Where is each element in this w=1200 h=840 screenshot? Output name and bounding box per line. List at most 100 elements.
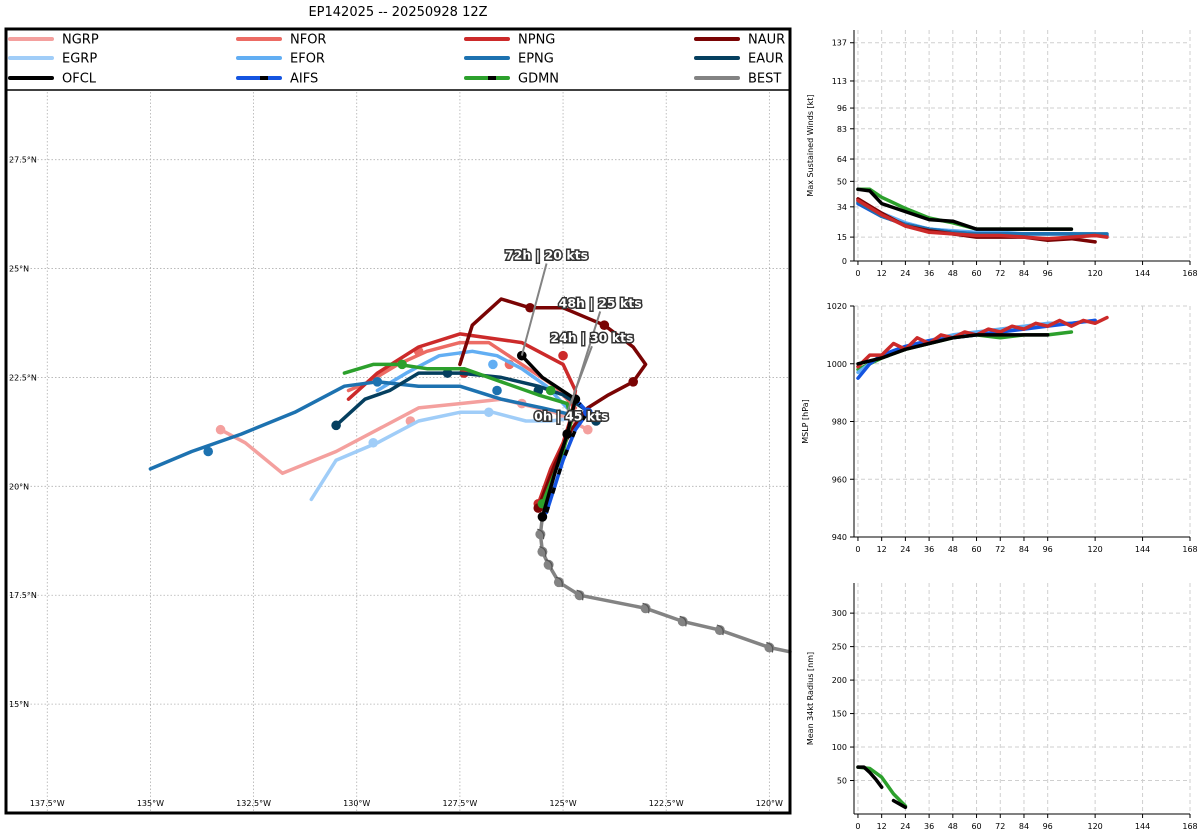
map-ticks: 137.5°W 135°W 132.5°W 130°W 127.5°W 125°W 122.… [9, 156, 783, 808]
map-lat-tick: 17.5°N [9, 591, 37, 600]
track-marker-epng [372, 377, 383, 387]
panel-x-tick-label: 48 [948, 822, 958, 831]
map-lat-tick: 22.5°N [9, 373, 37, 382]
track-npng [346, 332, 578, 506]
panel-x-tick-label: 120 [1087, 545, 1102, 554]
legend: NGRP EGRP OFCL NFOR EFOR AIFS NPNG EPNG GDMN NAUR… [8, 33, 785, 87]
panel-y-tick-label: 1020 [827, 302, 847, 311]
map-grid [6, 29, 790, 813]
series-ofcl [856, 187, 1074, 231]
track-marker-naur [628, 377, 638, 387]
map-panel: 72h | 20 kts 48h | 25 kts 24h | 30 kts 0h |… [4, 27, 792, 815]
track-marker-gdmn [545, 385, 556, 396]
panel-x-tick-label: 72 [995, 269, 1005, 278]
panel-x-tick-label: 0 [855, 822, 860, 831]
panel-y-tick-label: 50 [837, 777, 847, 786]
legend-label-npng: NPNG [518, 33, 555, 48]
panel-y-tick-label: 15 [837, 233, 847, 242]
panel-x-tick-label: 0 [855, 545, 860, 554]
panel-y-tick-label: 250 [832, 643, 847, 652]
track-marker-ngrp [215, 424, 226, 435]
map-lon-tick: 127.5°W [442, 799, 477, 808]
panel-y-tick-label: 980 [832, 418, 847, 427]
panel-y-tick-label: 50 [837, 177, 847, 186]
panel-x-tick-label: 48 [948, 269, 958, 278]
panel-x-tick-label: 36 [924, 545, 934, 554]
map-lon-tick: 120°W [756, 799, 783, 808]
hurricane-symbol-icon [716, 624, 724, 636]
series-npng [856, 315, 1109, 369]
legend-label-aifs: AIFS [290, 72, 318, 87]
panel-y-tick-label: 64 [837, 155, 847, 164]
panel-y-tick-label: 150 [832, 710, 847, 719]
series-npng [856, 198, 1109, 241]
panel-x-tick-label: 48 [948, 545, 958, 554]
panel-y-axis-label: Max Sustained Winds [kt] [806, 94, 815, 196]
map-frame [4, 27, 792, 815]
map-tracks [148, 297, 792, 654]
panel-x-tick-label: 12 [877, 822, 887, 831]
track-marker-ofcl [537, 512, 548, 522]
hurricane-symbol-icon [679, 615, 687, 627]
legend-box [5, 28, 791, 91]
panel-x-tick-label: 24 [900, 545, 910, 554]
map-lat-tick: 25°N [9, 265, 29, 274]
panel-y-tick-label: 83 [837, 125, 847, 134]
track-marker-ofcl [562, 429, 572, 439]
map-lon-tick: 125°W [549, 799, 576, 808]
map-lon-tick: 137.5°W [30, 799, 65, 808]
panel-x-tick-label: 72 [995, 822, 1005, 831]
panel-y-tick-label: 100 [832, 743, 847, 752]
panel-x-tick-label: 60 [971, 269, 981, 278]
map-lon-tick: 122.5°W [649, 799, 684, 808]
panel-x-tick-label: 12 [877, 269, 887, 278]
series-ofcl [856, 333, 1050, 366]
annotation-label: 72h | 20 kts [505, 247, 588, 262]
legend-label-gdmn: GDMN [518, 72, 559, 87]
panel-x-tick-label: 144 [1135, 269, 1150, 278]
panel-y-tick-label: 200 [832, 676, 847, 685]
panel-x-tick-label: 120 [1087, 269, 1102, 278]
pressure-panel: 0 12 24 36 48 60 72 84 96 120 144 168 940 960 980 1000 1… [801, 302, 1198, 554]
track-ofcl [520, 353, 578, 519]
map-annotations: 72h | 20 kts 48h | 25 kts 24h | 30 kts 0h |… [504, 246, 644, 425]
panel-x-tick-label: 96 [1043, 545, 1053, 554]
track-marker-aifs [583, 407, 593, 418]
hurricane-symbol-icon [545, 559, 553, 570]
panel-x-tick-label: 36 [924, 269, 934, 278]
panel-x-tick-label: 144 [1135, 545, 1150, 554]
legend-label-epng: EPNG [518, 52, 554, 67]
map-lon-tick: 130°W [343, 799, 370, 808]
panel-x-tick-label: 12 [877, 545, 887, 554]
intensity-panel: 0 12 24 36 48 60 72 84 96 120 144 168 0 15 34 50 64 83 96 1… [806, 30, 1198, 278]
panel-y-tick-label: 113 [832, 77, 847, 86]
panel-y-tick-label: 96 [837, 104, 847, 113]
hurricane-symbol-icon [576, 589, 584, 601]
legend-label-ofcl: OFCL [62, 72, 97, 87]
legend-label-best: BEST [748, 72, 781, 87]
legend-label-efor: EFOR [290, 52, 325, 67]
track-marker-efor [488, 359, 498, 370]
track-marker-ngrp [583, 424, 593, 435]
legend-label-naur: NAUR [748, 33, 785, 48]
panel-x-tick-label: 0 [855, 269, 860, 278]
panel-x-tick-label: 120 [1087, 822, 1102, 831]
panel-x-tick-label: 84 [1019, 822, 1029, 831]
radius-panel: 0 12 24 36 48 60 72 84 96 120 144 168 50 100 150 200 250… [806, 583, 1198, 831]
map-lat-tick: 20°N [9, 482, 29, 491]
track-egrp [309, 410, 586, 502]
track-marker-epng [203, 446, 213, 457]
map-background [6, 29, 790, 813]
panel-x-tick-label: 72 [995, 545, 1005, 554]
annotation-label: 0h | 45 kts [534, 409, 608, 424]
annotation-label: 48h | 25 kts [559, 295, 642, 310]
panel-y-tick-label: 960 [832, 475, 847, 484]
panel-x-tick-label: 24 [900, 822, 910, 831]
panel-x-tick-label: 168 [1182, 822, 1197, 831]
map-lat-tick: 27.5°N [9, 156, 37, 165]
panel-x-tick-label: 144 [1135, 822, 1150, 831]
series-gdmn [856, 187, 1074, 231]
track-marker-naur [525, 302, 535, 313]
legend-label-egrp: EGRP [62, 52, 97, 67]
